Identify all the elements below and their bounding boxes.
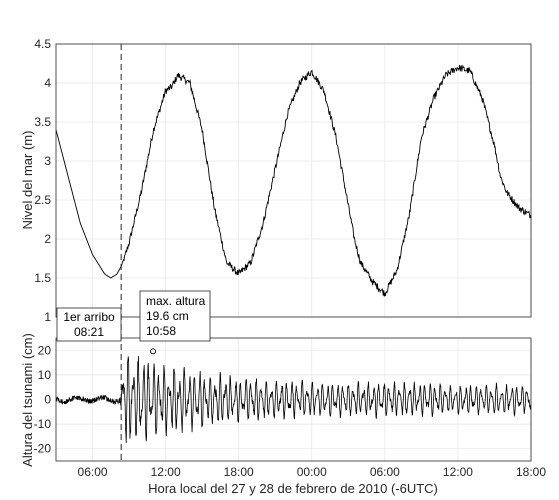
- sea-level-y-tick-label: 1.5: [34, 271, 51, 285]
- first-arrival-label: 1er arribo: [63, 310, 115, 324]
- tsunami-y-ticks: -20 -10 0 10 20: [34, 343, 52, 455]
- tsunami-x-tick-label: 18:00: [516, 465, 546, 479]
- first-arrival-box: [56, 307, 122, 342]
- first-arrival-time: 08:21: [74, 325, 104, 339]
- tsunami-x-tick-label: 06:00: [370, 465, 400, 479]
- sea-level-y-tick-label: 4.5: [34, 37, 51, 51]
- sea-level-y-tick-label: 3.5: [34, 115, 51, 129]
- tsunami-x-tick-label: 18:00: [224, 465, 254, 479]
- sea-level-y-tick-label: 4: [44, 76, 51, 90]
- tsunami-y-tick-label: -10: [34, 417, 52, 431]
- sea-level-y-axis-label: Nivel del mar (m): [20, 131, 35, 230]
- sea-level-grid: [56, 43, 532, 318]
- sea-level-y-tick-label: 2: [44, 232, 51, 246]
- first-arrival-annotation: 1er arribo 08:21: [56, 307, 122, 342]
- sea-level-y-tick-label: 1: [44, 310, 51, 324]
- sea-level-y-tick-label: 2.5: [34, 193, 51, 207]
- tsunami-x-tick-label: 12:00: [443, 465, 473, 479]
- tsunami-y-tick-label: 0: [44, 393, 51, 407]
- x-axis-label: Hora local del 27 y 28 de febrero de 201…: [148, 481, 438, 496]
- tsunami-height-panel: -20 -10 0 10 20 06:00 12:00 18:00 00:00 06:00 12:…: [20, 333, 546, 496]
- max-height-marker: [150, 348, 157, 355]
- tsunami-y-tick-label: 20: [38, 343, 52, 357]
- tsunami-y-axis-label: Altura del tsunami (cm): [20, 333, 35, 467]
- sea-level-y-ticks: 1 1.5 2 2.5 3 3.5 4 4.5: [34, 37, 51, 324]
- sea-level-y-tick-label: 3: [44, 154, 51, 168]
- sea-level-panel: 1 1.5 2 2.5 3 3.5 4 4.5 Nivel del mar (m): [20, 37, 532, 324]
- max-height-label: max. altura: [146, 294, 206, 308]
- tsunami-series-line: [55, 356, 532, 444]
- tsunami-x-tick-label: 12:00: [151, 465, 181, 479]
- sea-level-plot-background: [56, 44, 531, 317]
- max-height-value: 19.6 cm: [146, 309, 189, 323]
- max-height-time: 10:58: [146, 324, 176, 338]
- tsunami-axes-frame: [55, 337, 532, 462]
- tsunami-x-tick-label: 06:00: [78, 465, 108, 479]
- tsunami-x-tick-label: 00:00: [297, 465, 327, 479]
- sea-level-series-line: [55, 64, 532, 297]
- max-height-annotation: max. altura 19.6 cm 10:58: [139, 290, 211, 342]
- tsunami-y-tick-label: 10: [38, 368, 52, 382]
- tsunami-y-tick-label: -20: [34, 442, 52, 456]
- tsunami-x-ticks: 06:00 12:00 18:00 00:00 06:00 12:00 18:00: [78, 465, 547, 479]
- max-height-box: [139, 290, 211, 342]
- sea-level-axes-frame: [55, 43, 532, 318]
